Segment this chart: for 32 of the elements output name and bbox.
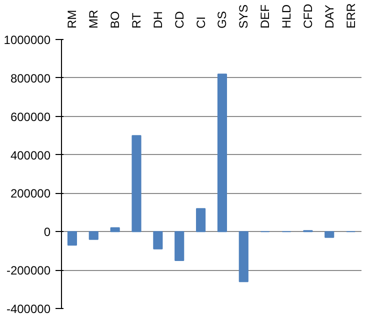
y-tick-label: 200000 xyxy=(10,186,51,201)
bar xyxy=(324,231,334,238)
bar xyxy=(110,227,120,232)
x-tick-label: HLD xyxy=(280,4,294,28)
x-tick-label: ERR xyxy=(344,2,358,28)
x-tick-label: CD xyxy=(172,10,186,28)
y-tick-label: 0 xyxy=(44,225,51,240)
x-tick-label: RM xyxy=(65,10,80,28)
bar xyxy=(67,231,77,246)
x-tick-label: BO xyxy=(108,11,122,28)
bar xyxy=(153,231,163,250)
bar xyxy=(174,231,184,261)
x-tick-label: DEF xyxy=(258,4,272,28)
x-tick-label: DAY xyxy=(322,4,336,28)
y-tick-label: 1000000 xyxy=(4,33,51,47)
x-tick-label: RT xyxy=(130,12,144,28)
bar xyxy=(217,74,227,232)
bar xyxy=(238,231,248,282)
y-tick-label: -400000 xyxy=(6,302,51,316)
x-tick-label: SYS xyxy=(236,4,251,28)
y-tick-label: 800000 xyxy=(10,71,51,86)
bar xyxy=(196,208,206,232)
x-tick-label: DH xyxy=(150,11,165,28)
x-tick-label: CFD xyxy=(300,4,315,28)
x-tick-label: MR xyxy=(86,10,101,28)
y-tick-label: 600000 xyxy=(10,110,51,124)
x-tick-label: CI xyxy=(194,16,208,28)
y-tick-label: -200000 xyxy=(6,264,51,278)
x-tick-label: GS xyxy=(215,11,230,28)
y-tick-label: 400000 xyxy=(10,148,51,162)
bar xyxy=(132,135,142,232)
bar xyxy=(88,231,98,240)
